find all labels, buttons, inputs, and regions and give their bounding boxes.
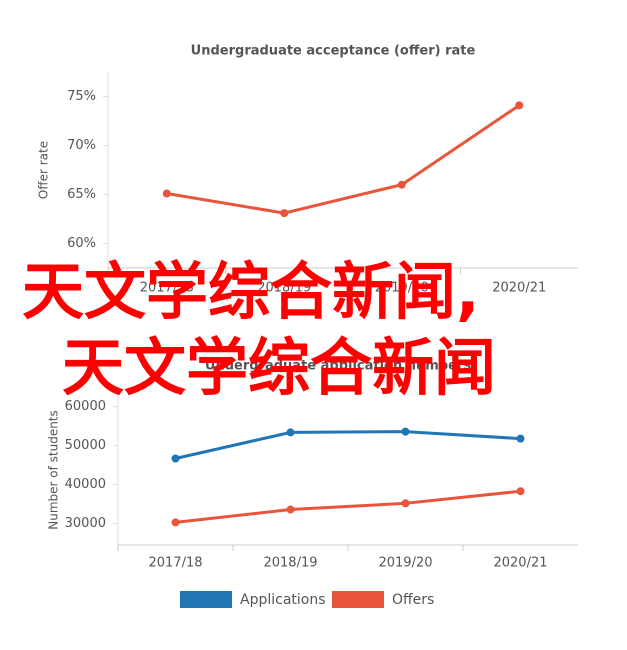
chart-title: Undergraduate application numbers: [205, 359, 471, 374]
point: [401, 499, 410, 508]
x-tick-label: 2019/20: [378, 556, 432, 571]
y-tick-label: 70%: [67, 138, 96, 153]
x-tick-label: 2020/21: [493, 556, 547, 571]
x-tick-label: 2020/21: [492, 281, 546, 296]
overlay-text: 天文学综合新闻,: [22, 255, 480, 328]
point: [280, 209, 289, 218]
point: [171, 454, 180, 463]
line: [166, 104, 521, 215]
point: [397, 180, 406, 189]
x-tick-label: 2017/18: [140, 281, 194, 296]
point: [162, 189, 171, 198]
chart-title: Undergraduate acceptance (offer) rate: [191, 44, 476, 59]
legend-swatch: [180, 591, 232, 608]
y-tick-label: 60000: [65, 399, 106, 414]
point: [171, 518, 180, 527]
y-axis-title: Number of students: [47, 410, 61, 530]
overlay-text: 天文学综合新闻: [62, 331, 496, 404]
x-tick-label: 2018/19: [263, 556, 317, 571]
y-axis-title: Offer rate: [37, 141, 51, 199]
point: [401, 427, 410, 436]
x-tick-label: 2017/18: [148, 556, 202, 571]
legend-label: Applications: [240, 592, 326, 608]
y-tick-label: 40000: [65, 477, 106, 492]
line: [175, 489, 521, 524]
point: [516, 434, 525, 443]
point: [516, 487, 525, 496]
line: [175, 430, 521, 460]
y-tick-label: 60%: [67, 236, 96, 251]
y-tick-label: 50000: [65, 438, 106, 453]
legend-label: Offers: [392, 592, 434, 608]
x-tick-label: 2018/19: [257, 281, 311, 296]
x-tick-label: 2019/20: [375, 281, 429, 296]
point: [515, 101, 524, 110]
y-tick-label: 65%: [67, 187, 96, 202]
point: [286, 428, 295, 437]
point: [286, 505, 295, 514]
y-tick-label: 75%: [67, 89, 96, 104]
y-tick-label: 30000: [65, 516, 106, 531]
legend-swatch: [332, 591, 384, 608]
